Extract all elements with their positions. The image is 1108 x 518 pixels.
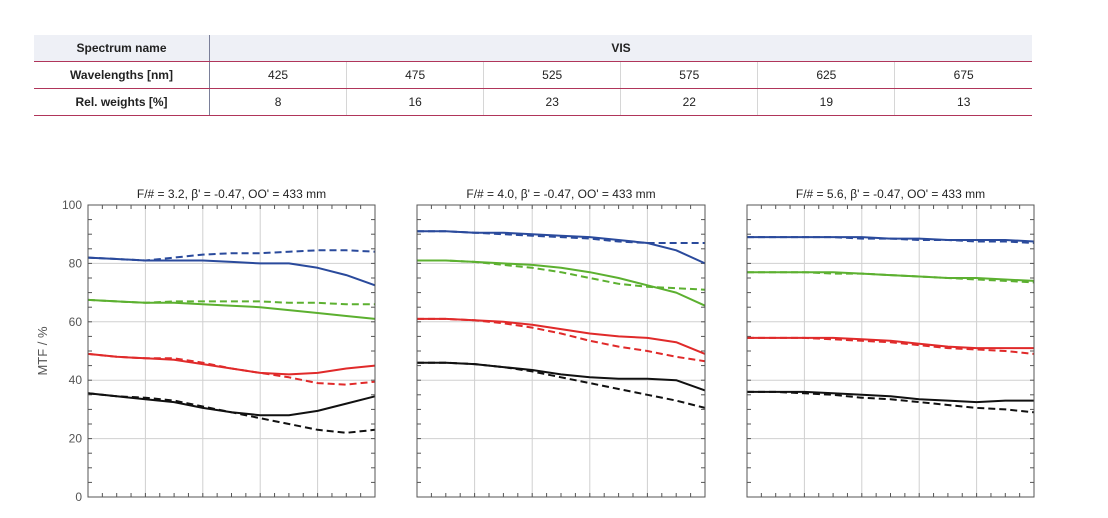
y-tick-label: 40 (69, 373, 83, 387)
mtf-chart-3: F/# = 5.6, β' = -0.47, OO' = 433 mm (746, 187, 1035, 498)
weight-cell: 8 (209, 88, 348, 116)
y-tick-label: 20 (69, 432, 83, 446)
spectrum-table: Spectrum name VIS Wavelengths [nm] 425 4… (34, 35, 1032, 116)
series-line-2-dashed (747, 236, 1035, 244)
weight-cell: 13 (894, 88, 1032, 116)
series-line-4-dashed (747, 271, 1035, 284)
mtf-chart-2: F/# = 4.0, β' = -0.47, OO' = 433 mm (416, 187, 706, 498)
y-tick-label: 100 (62, 198, 82, 212)
plot-frame (746, 204, 1035, 498)
wavelength-cell: 625 (757, 61, 896, 89)
series-line-6-dashed (87, 352, 376, 386)
y-tick-label: 80 (69, 256, 83, 270)
weight-cell: 19 (757, 88, 896, 116)
wavelengths-header: Wavelengths [nm] (34, 61, 210, 89)
wavelength-cell: 675 (894, 61, 1032, 89)
series-line-2-dashed (417, 230, 705, 244)
weight-cell: 16 (346, 88, 485, 116)
wavelength-cell: 575 (620, 61, 759, 89)
wavelengths-row: Wavelengths [nm] 425 475 525 575 625 675 (34, 61, 1032, 89)
chart-title: F/# = 3.2, β' = -0.47, OO' = 433 mm (137, 187, 326, 201)
series-line-4-dashed (87, 298, 375, 306)
mtf-chart-1: F/# = 3.2, β' = -0.47, OO' = 433 mm 0 20 40… (35, 187, 376, 504)
plot-area (747, 205, 1034, 497)
series-line-4-dashed (417, 259, 706, 291)
wavelength-cell: 475 (346, 61, 485, 89)
series-line-8-dashed (747, 390, 1035, 414)
weights-row: Rel. weights [%] 8 16 23 22 19 13 (34, 88, 1032, 116)
weights-header: Rel. weights [%] (34, 88, 210, 116)
y-axis-label: MTF / % (35, 326, 50, 376)
weight-cell: 23 (483, 88, 622, 116)
series-line-2-dashed (87, 249, 376, 262)
plot-frame (87, 204, 376, 498)
spectrum-name-header: Spectrum name (34, 35, 210, 62)
plot-area (88, 205, 375, 497)
weight-cell: 22 (620, 88, 759, 116)
y-tick-label: 60 (69, 315, 83, 329)
series-line-8-dashed (417, 361, 706, 409)
wavelength-cell: 425 (209, 61, 348, 89)
series-line-6-dashed (417, 317, 706, 363)
chart-title: F/# = 5.6, β' = -0.47, OO' = 433 mm (796, 187, 985, 201)
chart-title: F/# = 4.0, β' = -0.47, OO' = 433 mm (466, 187, 655, 201)
series-line-6-dashed (747, 336, 1035, 355)
plot-frame (416, 204, 706, 498)
plot-area (417, 205, 705, 497)
wavelength-cell: 525 (483, 61, 622, 89)
series-line-8-dashed (87, 392, 376, 434)
y-tick-label: 0 (75, 490, 82, 504)
spectrum-name-value: VIS (209, 35, 1032, 62)
spectrum-row: Spectrum name VIS (34, 35, 1032, 62)
